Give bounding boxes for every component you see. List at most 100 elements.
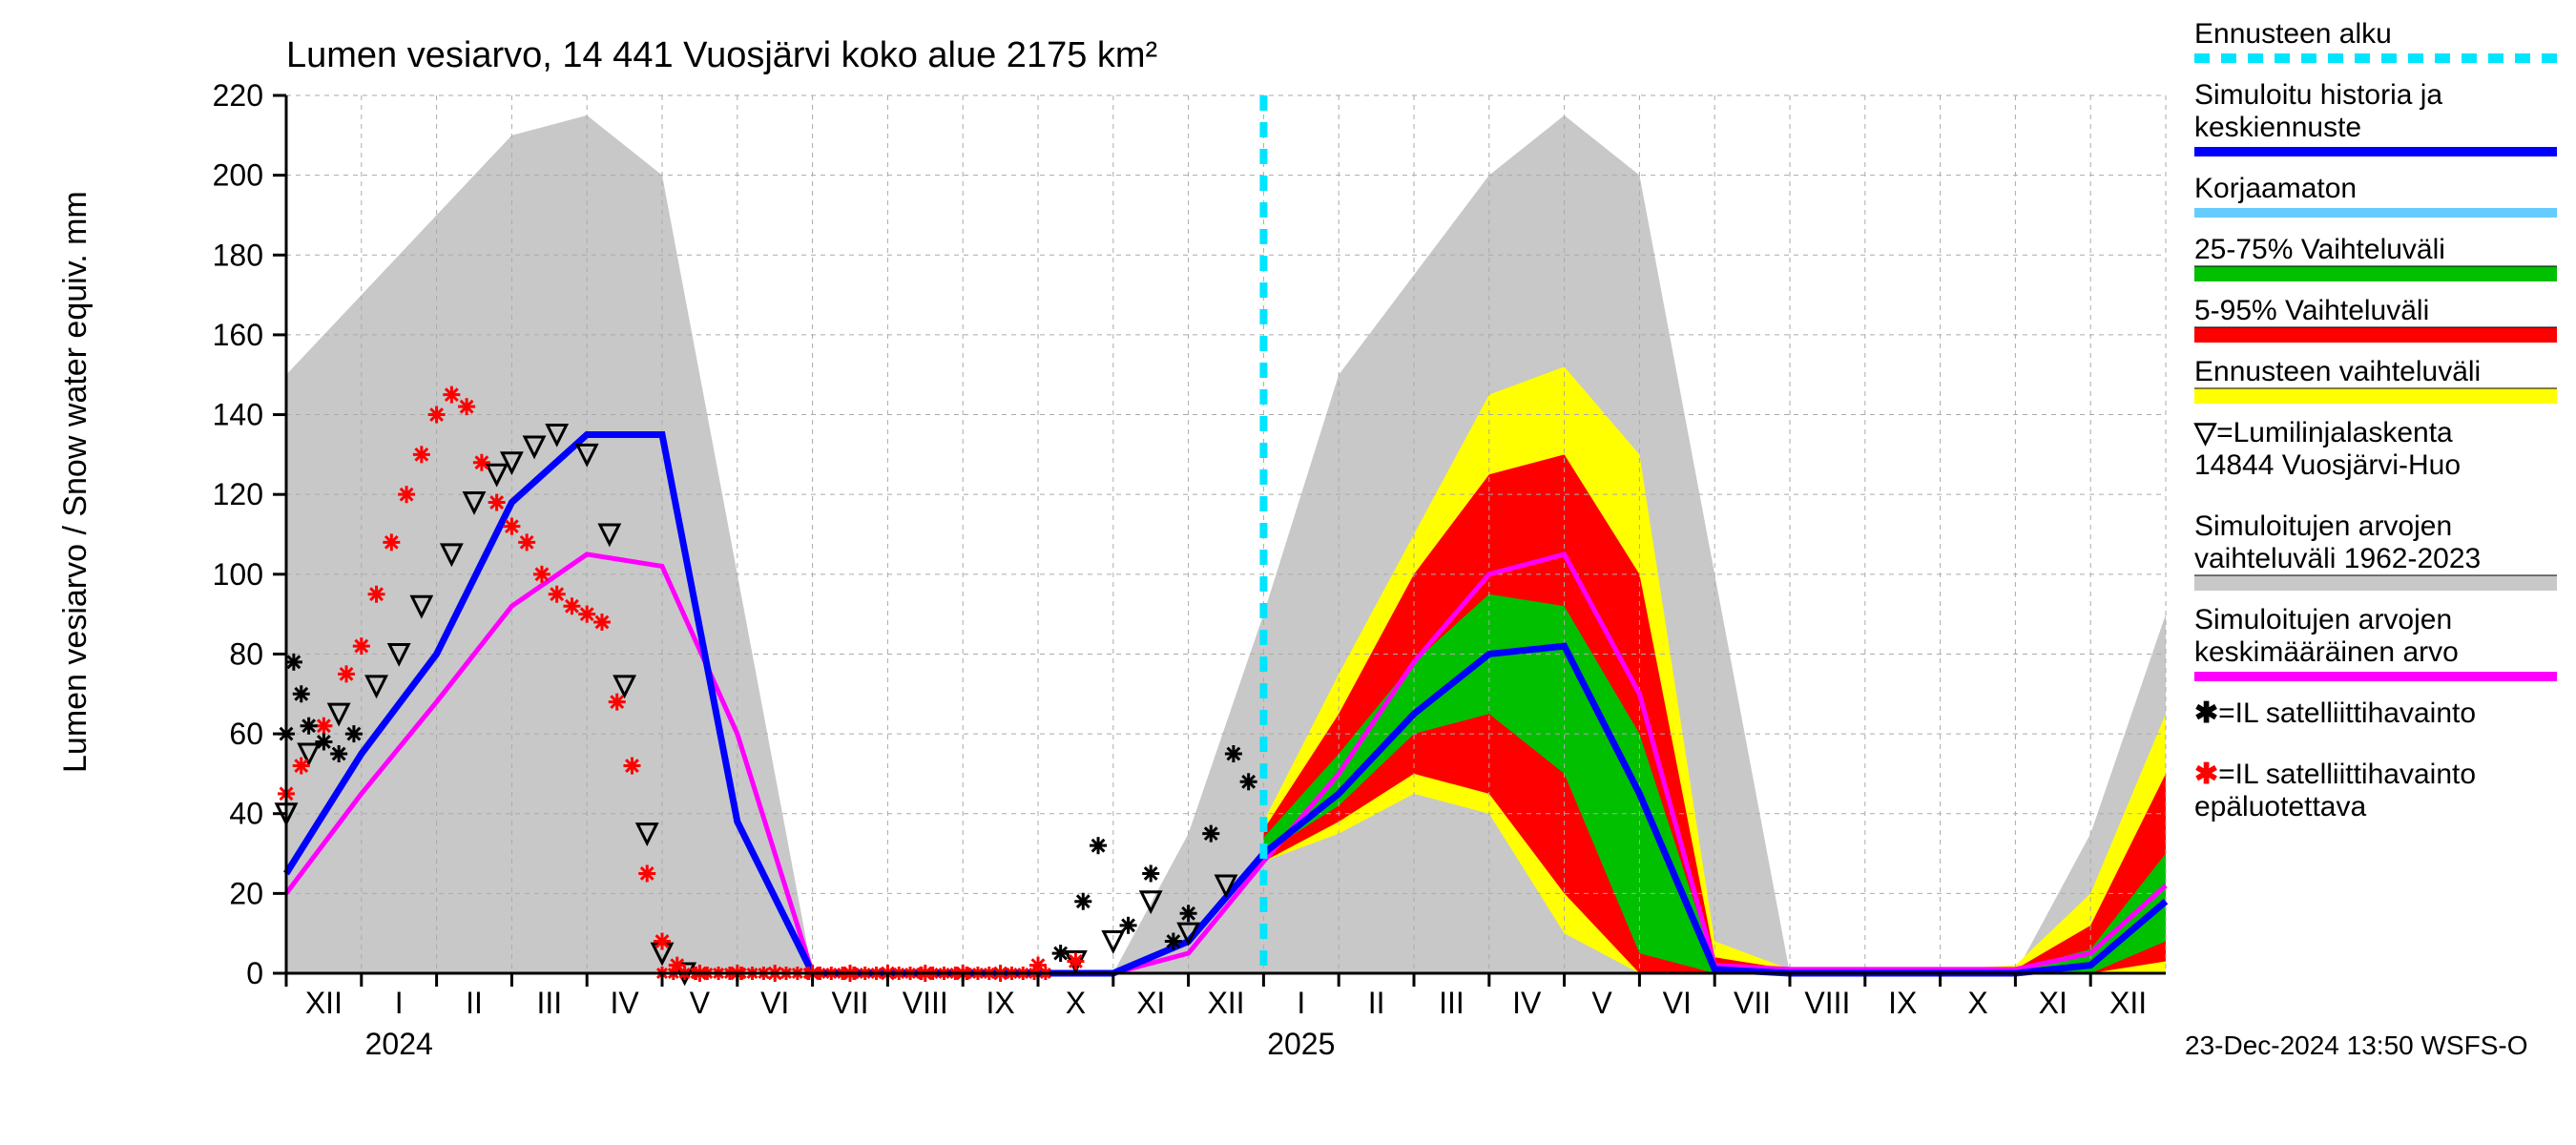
y-tick-label: 220 xyxy=(213,78,263,113)
legend-swatch xyxy=(2194,327,2557,343)
chart-title: Lumen vesiarvo, 14 441 Vuosjärvi koko al… xyxy=(286,35,1157,75)
sat-red-marker xyxy=(458,398,475,415)
y-tick-label: 80 xyxy=(229,636,263,671)
sat-red-marker xyxy=(503,518,520,535)
sat-red-marker xyxy=(338,665,355,682)
x-tick-label: IV xyxy=(1512,986,1542,1020)
x-tick-label: VII xyxy=(1734,986,1771,1020)
x-tick-label: II xyxy=(1368,986,1385,1020)
x-tick-label: X xyxy=(1967,986,1987,1020)
x-tick-label: III xyxy=(1439,986,1465,1020)
legend-entry-label: ✱=IL satelliittihavainto xyxy=(2194,759,2476,790)
x-tick-label: I xyxy=(395,986,404,1020)
x-tick-label: IV xyxy=(610,986,639,1020)
x-year-label: 2025 xyxy=(1267,1027,1335,1061)
timestamp-footer: 23-Dec-2024 13:50 WSFS-O xyxy=(2185,1030,2528,1060)
legend-entry-label: Simuloitujen arvojen xyxy=(2194,510,2452,542)
legend-swatch xyxy=(2194,388,2557,404)
x-year-label: 2024 xyxy=(365,1027,433,1061)
sat-red-marker xyxy=(398,486,415,503)
sat-red-marker xyxy=(315,718,332,735)
y-tick-label: 120 xyxy=(213,477,263,511)
x-tick-label: V xyxy=(690,986,711,1020)
y-tick-label: 180 xyxy=(213,238,263,272)
legend-entry-label: Ennusteen alku xyxy=(2194,18,2392,50)
sat-black-marker xyxy=(1120,917,1137,934)
legend-entry-label: keskimääräinen arvo xyxy=(2194,636,2459,668)
legend-entry-label: keskiennuste xyxy=(2194,112,2361,143)
legend-entry-label: epäluotettava xyxy=(2194,791,2366,822)
snowcourse-marker xyxy=(1104,932,1123,951)
legend-entry-label: ✱=IL satelliittihavainto xyxy=(2194,697,2476,729)
x-tick-label: XI xyxy=(2039,986,2067,1020)
legend-swatch xyxy=(2194,575,2557,591)
sat-red-marker xyxy=(353,637,370,655)
sat-red-marker xyxy=(368,586,385,603)
sat-red-marker xyxy=(293,758,310,775)
y-tick-label: 60 xyxy=(229,717,263,751)
sat-black-marker xyxy=(1074,893,1091,910)
y-tick-label: 140 xyxy=(213,398,263,432)
sat-black-marker xyxy=(1142,864,1159,882)
sat-red-marker xyxy=(549,586,566,603)
chart-container: 020406080100120140160180200220XIIIIIIIII… xyxy=(0,0,2576,1145)
x-tick-label: II xyxy=(466,986,483,1020)
sat-black-marker xyxy=(1090,837,1107,854)
historical-range-band xyxy=(286,115,2166,973)
sat-red-marker xyxy=(1067,952,1084,969)
sat-red-marker xyxy=(593,614,611,631)
y-tick-label: 0 xyxy=(246,956,263,990)
sat-red-marker xyxy=(413,446,430,463)
x-tick-label: VI xyxy=(760,986,789,1020)
x-tick-label: VI xyxy=(1663,986,1692,1020)
legend-entry-label: vaihteluväli 1962-2023 xyxy=(2194,543,2481,574)
x-tick-label: X xyxy=(1066,986,1086,1020)
x-tick-label: V xyxy=(1591,986,1612,1020)
x-tick-label: III xyxy=(536,986,562,1020)
sat-black-marker xyxy=(1240,773,1257,790)
legend-swatch xyxy=(2194,266,2557,281)
x-tick-label: I xyxy=(1297,986,1305,1020)
sat-black-marker xyxy=(1165,933,1182,950)
sat-red-marker xyxy=(609,694,626,711)
sat-black-marker xyxy=(1052,945,1070,962)
sat-black-marker xyxy=(1202,825,1219,843)
sat-red-marker xyxy=(533,566,551,583)
y-tick-label: 100 xyxy=(213,557,263,592)
legend-entry-label: 5-95% Vaihteluväli xyxy=(2194,295,2429,326)
x-tick-label: VIII xyxy=(1804,986,1850,1020)
legend-entry-label: Korjaamaton xyxy=(2194,173,2357,204)
sat-red-marker xyxy=(654,933,671,950)
sat-black-marker xyxy=(345,725,363,742)
y-tick-label: 200 xyxy=(213,158,263,193)
x-tick-label: VII xyxy=(831,986,868,1020)
sat-red-marker xyxy=(638,864,655,882)
sat-red-marker xyxy=(488,494,506,511)
x-tick-label: XII xyxy=(305,986,343,1020)
sat-black-marker xyxy=(285,654,302,671)
legend-entry-label: ▽=Lumilinjalaskenta xyxy=(2193,417,2453,448)
legend-entry-label: 14844 Vuosjärvi-Huo xyxy=(2194,449,2461,481)
sat-black-marker xyxy=(330,745,347,762)
sat-red-marker xyxy=(428,406,446,424)
sat-red-marker xyxy=(443,386,460,404)
y-tick-label: 20 xyxy=(229,876,263,910)
legend-entry-label: Simuloitujen arvojen xyxy=(2194,604,2452,635)
sat-black-marker xyxy=(315,733,332,750)
sat-black-marker xyxy=(301,718,318,735)
sat-red-marker xyxy=(623,758,640,775)
x-tick-label: IX xyxy=(1888,986,1917,1020)
sat-red-marker xyxy=(473,454,490,471)
legend-entry-label: Ennusteen vaihteluväli xyxy=(2194,356,2481,387)
chart-svg: 020406080100120140160180200220XIIIIIIIII… xyxy=(0,0,2576,1145)
x-tick-label: XII xyxy=(1207,986,1244,1020)
sat-black-marker xyxy=(1225,745,1242,762)
x-tick-label: XI xyxy=(1136,986,1165,1020)
y-axis-label: Lumen vesiarvo / Snow water equiv. mm xyxy=(57,191,93,773)
y-tick-label: 40 xyxy=(229,797,263,831)
sat-red-marker xyxy=(563,597,580,614)
legend-entry-label: 25-75% Vaihteluväli xyxy=(2194,234,2445,265)
sat-red-marker xyxy=(383,533,400,551)
sat-black-marker xyxy=(1180,905,1197,922)
x-tick-label: IX xyxy=(986,986,1014,1020)
